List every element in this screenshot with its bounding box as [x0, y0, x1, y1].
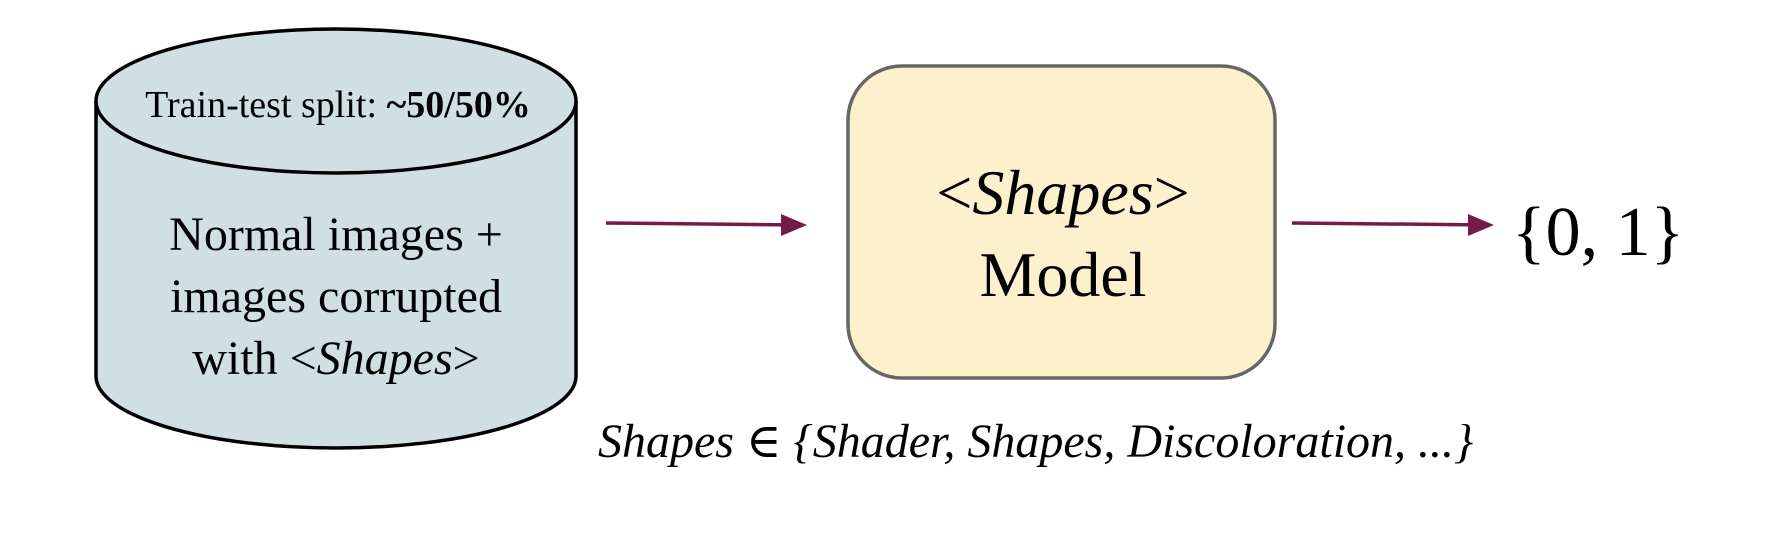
- dataset-cylinder: [94, 27, 578, 450]
- train-test-split-label: Train-test split: ~50/50%: [145, 84, 531, 126]
- model-label: <Shapes> Model: [848, 152, 1278, 316]
- model-name: <Shapes>: [936, 157, 1190, 228]
- output-set: {0, 1}: [1512, 194, 1685, 271]
- dataset-description: Normal images + images corrupted with <S…: [96, 204, 576, 390]
- dataset-line-1: Normal images +: [169, 208, 503, 261]
- arrowhead-1: [781, 214, 807, 236]
- shapes-formula: Shapes ∈ {Shader, Shapes, Discoloration,…: [598, 415, 1474, 468]
- dataset-line-2: images corrupted: [170, 270, 502, 323]
- arrow-model-to-output: [1291, 221, 1491, 227]
- model-word: Model: [979, 239, 1147, 310]
- model-box: [846, 64, 1277, 380]
- arrowhead-2: [1468, 214, 1494, 236]
- arrow-dataset-to-model: [605, 221, 804, 227]
- cylinder-top: [94, 27, 578, 175]
- dataset-line-3: with <Shapes>: [192, 332, 480, 385]
